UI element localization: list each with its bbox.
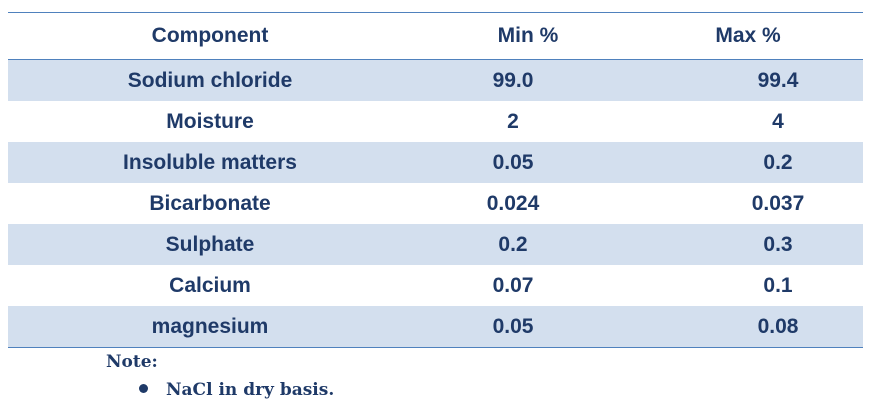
table-row: Bicarbonate 0.024 0.037: [8, 183, 863, 224]
table-row: Moisture 2 4: [8, 101, 863, 142]
component-cell: Moisture: [166, 109, 254, 133]
header-max: Max %: [715, 24, 781, 47]
note-title: Note:: [106, 352, 158, 372]
component-cell: Sodium chloride: [127, 68, 293, 92]
table-row: Insoluble matters 0.05 0.2: [8, 142, 863, 183]
table-row: Sodium chloride 99.0 99.4: [8, 60, 863, 101]
table-header-row: Component Min % Max %: [8, 13, 863, 59]
bullet-icon: [139, 384, 148, 393]
table-row: Calcium 0.07 0.1: [8, 265, 863, 306]
min-cell: 0.024: [486, 191, 540, 215]
min-cell: 0.2: [498, 232, 528, 256]
header-component: Component: [151, 24, 269, 47]
max-cell: 0.1: [763, 273, 793, 297]
component-cell: Calcium: [169, 273, 251, 297]
max-cell: 0.08: [757, 314, 799, 338]
max-cell: 99.4: [757, 68, 799, 92]
table-top-rule: [8, 12, 863, 13]
note-item-text: NaCl in dry basis.: [166, 380, 335, 400]
max-cell: 4: [772, 109, 784, 133]
max-cell: 0.2: [763, 150, 793, 174]
max-cell: 0.3: [763, 232, 793, 256]
header-rule: [8, 59, 863, 60]
component-cell: magnesium: [151, 314, 269, 338]
min-cell: 0.05: [492, 150, 534, 174]
component-cell: Bicarbonate: [149, 191, 271, 215]
min-cell: 0.05: [492, 314, 534, 338]
min-cell: 0.07: [492, 273, 534, 297]
component-cell: Insoluble matters: [123, 150, 297, 174]
table-row: Sulphate 0.2 0.3: [8, 224, 863, 265]
header-min: Min %: [497, 24, 559, 47]
min-cell: 2: [507, 109, 519, 133]
component-cell: Sulphate: [165, 232, 255, 256]
table-bottom-rule: [8, 347, 863, 348]
note-item: NaCl in dry basis.: [139, 380, 334, 400]
max-cell: 0.037: [751, 191, 805, 215]
table-row: magnesium 0.05 0.08: [8, 306, 863, 347]
composition-table: Component Min % Max % Sodium chloride 99…: [8, 12, 863, 348]
min-cell: 99.0: [492, 68, 534, 92]
